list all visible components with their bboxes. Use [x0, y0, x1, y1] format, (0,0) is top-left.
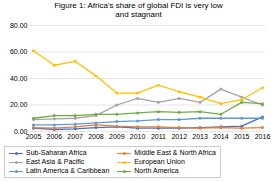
html-text:East Asia & Pacific: East Asia & Pacific [26, 158, 85, 165]
svg-text:2013: 2013 [192, 133, 208, 140]
svg-text:40.00: 40.00 [10, 75, 28, 82]
svg-text:2009: 2009 [109, 133, 125, 140]
html-text:Middle East & North Africa: Middle East & North Africa [134, 149, 216, 156]
html-text:European Union: European Union [134, 158, 185, 165]
html-text:Sub-Saharan Africa: Sub-Saharan Africa [26, 149, 87, 156]
svg-text:2006: 2006 [47, 133, 63, 140]
svg-text:60.00: 60.00 [10, 48, 28, 55]
svg-text:2012: 2012 [171, 133, 187, 140]
svg-text:2015: 2015 [234, 133, 250, 140]
svg-text:80.00: 80.00 [10, 22, 28, 29]
svg-text:2010: 2010 [130, 133, 146, 140]
svg-text:2005: 2005 [26, 133, 42, 140]
svg-text:0.00: 0.00 [13, 127, 28, 135]
svg-text:2014: 2014 [213, 133, 229, 140]
svg-text:2011: 2011 [151, 133, 166, 140]
svg-text:2016: 2016 [255, 133, 271, 140]
svg-text:20.00: 20.00 [10, 101, 28, 108]
svg-text:2008: 2008 [88, 133, 104, 140]
html-text:Latin America & Caribbean: Latin America & Caribbean [26, 167, 110, 174]
html-text:North America: North America [134, 167, 179, 174]
html-text:Figure 1: Africa's share of gl: Figure 1: Africa's share of global FDI i… [54, 1, 223, 19]
svg-text:2007: 2007 [67, 133, 83, 140]
